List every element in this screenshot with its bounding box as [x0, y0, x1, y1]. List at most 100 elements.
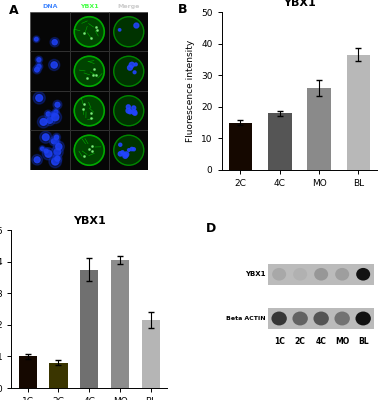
Circle shape — [51, 146, 63, 158]
Bar — [109, 91, 149, 130]
Text: Merge: Merge — [118, 4, 140, 9]
Circle shape — [39, 146, 45, 152]
Bar — [69, 91, 109, 130]
Circle shape — [36, 94, 43, 101]
Circle shape — [33, 92, 45, 104]
Circle shape — [46, 112, 50, 116]
Bar — [268, 308, 374, 329]
Circle shape — [37, 58, 41, 62]
Circle shape — [49, 111, 62, 124]
Ellipse shape — [314, 312, 329, 326]
Ellipse shape — [356, 268, 370, 280]
Circle shape — [52, 114, 59, 121]
Ellipse shape — [355, 312, 371, 326]
Circle shape — [45, 150, 52, 157]
Circle shape — [130, 147, 133, 151]
Circle shape — [49, 137, 58, 146]
Circle shape — [32, 154, 42, 165]
Circle shape — [123, 154, 128, 158]
Circle shape — [50, 38, 59, 47]
Text: 4C: 4C — [22, 67, 27, 76]
Bar — [30, 130, 69, 170]
Circle shape — [132, 110, 137, 115]
Ellipse shape — [271, 312, 287, 326]
Circle shape — [51, 62, 57, 68]
Circle shape — [37, 64, 41, 69]
Circle shape — [55, 140, 59, 144]
Bar — [30, 52, 69, 91]
Y-axis label: Fluorescence intensity: Fluorescence intensity — [186, 40, 195, 142]
Circle shape — [33, 36, 40, 42]
Circle shape — [126, 105, 130, 109]
Circle shape — [45, 115, 55, 126]
Ellipse shape — [335, 268, 349, 280]
Text: MO: MO — [335, 337, 349, 346]
Bar — [347, 55, 370, 170]
Circle shape — [37, 116, 50, 128]
Circle shape — [128, 149, 130, 151]
Ellipse shape — [314, 268, 328, 280]
Circle shape — [40, 147, 44, 150]
Circle shape — [50, 112, 56, 118]
Bar — [69, 12, 109, 52]
Text: D: D — [206, 222, 216, 235]
Text: 2C: 2C — [295, 337, 306, 346]
Ellipse shape — [293, 312, 308, 326]
Circle shape — [52, 158, 59, 165]
Circle shape — [126, 108, 131, 113]
Text: MO: MO — [22, 106, 27, 116]
Circle shape — [132, 106, 136, 110]
Circle shape — [34, 37, 38, 41]
Ellipse shape — [335, 312, 350, 326]
Circle shape — [54, 149, 61, 155]
Circle shape — [121, 151, 124, 154]
Circle shape — [53, 108, 59, 115]
Text: 2C: 2C — [22, 28, 27, 36]
Circle shape — [42, 134, 49, 140]
Bar — [109, 130, 149, 170]
Title: YBX1: YBX1 — [283, 0, 316, 8]
Bar — [229, 122, 252, 170]
Circle shape — [56, 144, 62, 150]
Circle shape — [49, 59, 60, 70]
Circle shape — [44, 110, 52, 118]
Circle shape — [49, 155, 61, 168]
Circle shape — [134, 63, 137, 66]
Bar — [80, 270, 98, 388]
Bar — [19, 356, 37, 388]
Bar — [30, 91, 69, 130]
Bar — [307, 88, 331, 170]
Circle shape — [53, 100, 62, 109]
Circle shape — [129, 62, 134, 67]
Text: BL: BL — [22, 146, 27, 154]
Circle shape — [114, 56, 144, 86]
Text: Beta ACTIN: Beta ACTIN — [226, 316, 265, 321]
Bar — [30, 12, 69, 52]
Ellipse shape — [293, 268, 307, 280]
Bar — [49, 363, 68, 388]
Circle shape — [74, 135, 104, 165]
Text: 4C: 4C — [316, 337, 327, 346]
Circle shape — [133, 111, 137, 115]
Circle shape — [55, 102, 60, 107]
Circle shape — [74, 56, 104, 86]
Circle shape — [133, 71, 136, 74]
Title: YBX1: YBX1 — [73, 216, 106, 226]
Circle shape — [134, 23, 139, 28]
Circle shape — [51, 113, 55, 116]
Text: YBX1: YBX1 — [245, 271, 265, 277]
Circle shape — [35, 68, 39, 72]
Bar — [69, 52, 109, 91]
Text: 1C: 1C — [274, 337, 285, 346]
Circle shape — [114, 135, 144, 165]
Circle shape — [128, 110, 132, 114]
Bar — [109, 52, 149, 91]
Text: B: B — [178, 2, 187, 16]
Circle shape — [54, 139, 60, 146]
Circle shape — [118, 152, 123, 156]
Circle shape — [44, 149, 48, 153]
Circle shape — [118, 29, 121, 31]
Circle shape — [53, 133, 61, 141]
Text: BL: BL — [358, 337, 368, 346]
Ellipse shape — [272, 268, 286, 280]
